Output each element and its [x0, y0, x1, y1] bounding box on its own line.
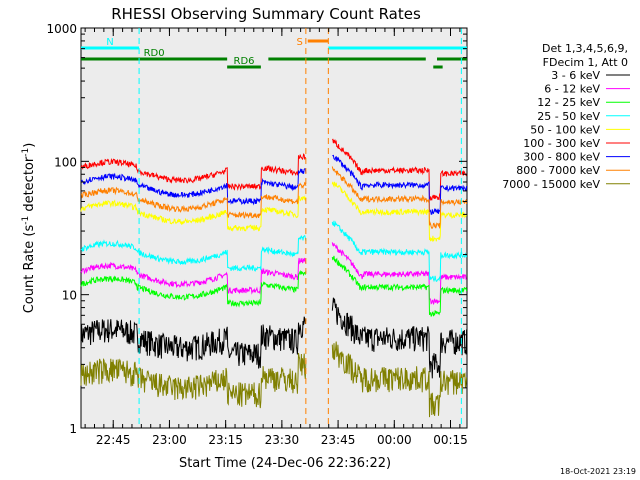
flag-layer: N RD0 RD6 S	[81, 37, 467, 69]
x-tick-label: 00:00	[377, 433, 412, 447]
x-tick-label: 23:15	[208, 433, 243, 447]
flag-label: N	[106, 37, 113, 48]
legend-entry-label: 6 - 12 keV	[544, 83, 600, 96]
chart-title: RHESSI Observing Summary Count Rates	[111, 5, 421, 23]
series-line	[80, 138, 468, 202]
series-line	[80, 255, 468, 317]
x-tick-label: 22:45	[96, 433, 131, 447]
flag-label: RD0	[144, 48, 165, 59]
legend-header-line-2: FDecim 1, Att 0	[543, 56, 628, 69]
x-tick-label: 00:15	[433, 433, 468, 447]
legend: Det 1,3,4,5,6,9, FDecim 1, Att 0 3 - 6 k…	[502, 42, 630, 191]
series-line	[80, 297, 468, 379]
x-tick-label: 23:45	[321, 433, 356, 447]
legend-entry-label: 100 - 300 keV	[523, 137, 600, 150]
legend-entry-label: 300 - 800 keV	[523, 151, 600, 164]
legend-entry-label: 800 - 7000 keV	[516, 164, 600, 177]
legend-entry-label: 12 - 25 keV	[537, 96, 600, 109]
legend-entry-label: 25 - 50 keV	[537, 110, 600, 123]
series-line	[80, 154, 468, 215]
series-layer	[80, 138, 468, 418]
series-line	[80, 166, 468, 229]
series-line	[80, 181, 468, 243]
flag-label: RD6	[234, 56, 255, 67]
x-tick-label: 23:30	[265, 433, 300, 447]
x-axis-label: Start Time (24-Dec-06 22:36:22)	[179, 456, 391, 471]
marker-layer	[138, 28, 462, 428]
x-tick-label: 23:00	[152, 433, 187, 447]
footer-date: 18-Oct-2021 23:19	[560, 467, 636, 476]
tick-layer: 1 10 100 1000 22:45 23:00 23:15 23:30 23:45 00:00…	[46, 22, 467, 447]
series-line	[80, 341, 468, 418]
series-line	[80, 220, 468, 283]
legend-entry-label: 3 - 6 keV	[551, 69, 600, 82]
legend-entry-label: 7000 - 15000 keV	[502, 178, 600, 191]
y-tick-label: 1000	[46, 22, 77, 36]
plot-area-background	[80, 27, 468, 429]
y-tick-label: 1	[69, 422, 77, 436]
series-line	[80, 242, 467, 306]
legend-entry-label: 50 - 100 keV	[530, 123, 600, 136]
y-tick-label: 100	[54, 155, 77, 169]
legend-header-line-1: Det 1,3,4,5,6,9,	[542, 42, 628, 55]
y-axis-label: Count Rate (s-1 detector-1)	[21, 143, 37, 314]
y-tick-label: 10	[62, 289, 77, 303]
flag-label: S	[297, 37, 303, 48]
